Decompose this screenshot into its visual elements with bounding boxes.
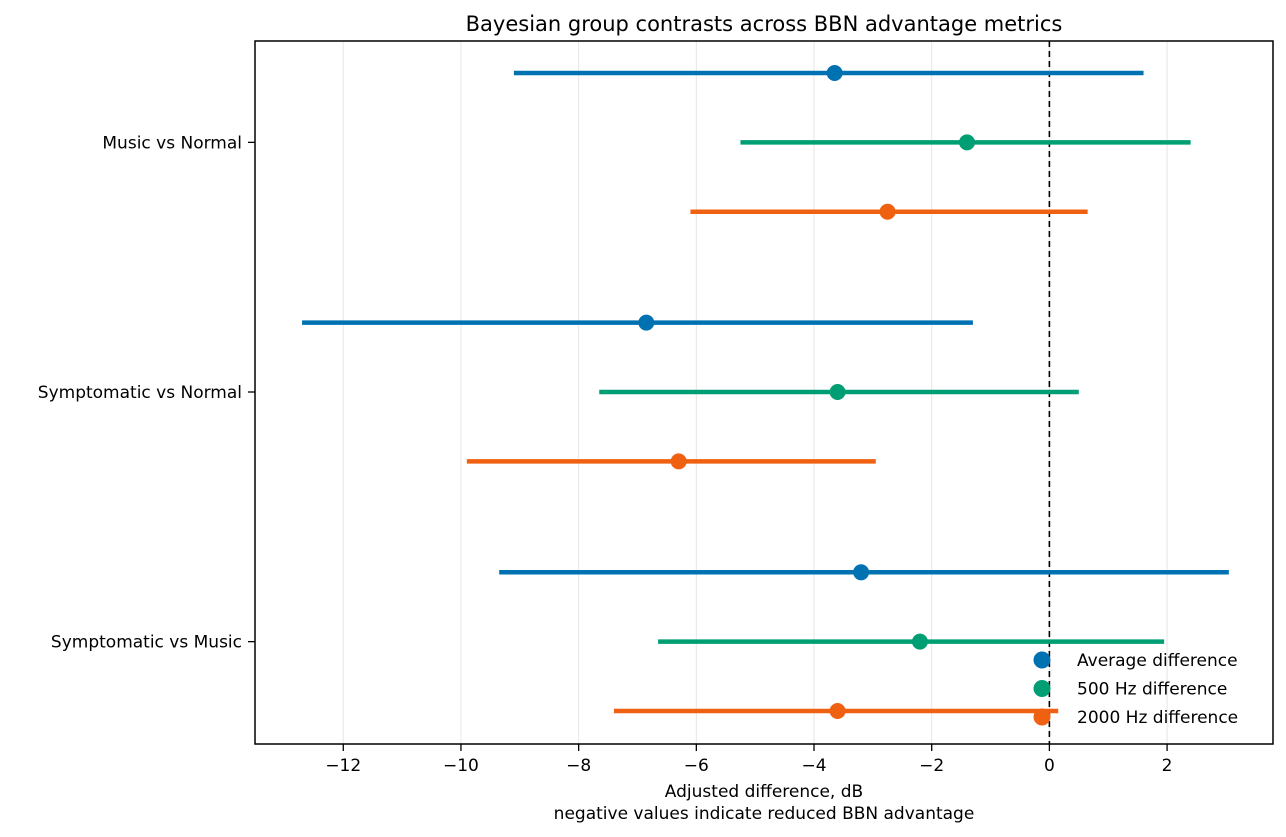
point-estimate <box>638 314 655 331</box>
chart-title: Bayesian group contrasts across BBN adva… <box>466 12 1063 36</box>
x-tick-label: −10 <box>443 756 479 776</box>
y-tick-label: Music vs Normal <box>102 133 242 153</box>
legend-marker <box>1033 708 1051 726</box>
point-estimate <box>879 203 896 220</box>
x-tick-label: −2 <box>919 756 944 776</box>
x-tick-label: −8 <box>566 756 591 776</box>
point-estimate <box>826 65 843 81</box>
point-estimate <box>829 384 846 400</box>
legend-marker <box>1033 651 1051 669</box>
legend-label: 2000 Hz difference <box>1077 708 1238 728</box>
legend-marker <box>1033 680 1051 697</box>
x-tick-label: −4 <box>801 756 826 776</box>
series-layer <box>302 65 1229 719</box>
point-estimate <box>959 134 976 151</box>
point-estimate <box>911 633 928 650</box>
x-tick-label: −12 <box>325 756 361 776</box>
legend: Average difference 500 Hz difference 2000 … <box>1033 651 1238 728</box>
x-axis-label: Adjusted difference, dB <box>665 782 863 802</box>
x-tick-label: −6 <box>684 756 709 776</box>
y-tick-label: Symptomatic vs Normal <box>38 383 242 403</box>
point-estimate <box>829 703 846 719</box>
point-estimate <box>670 453 687 470</box>
x-axis-sublabel: negative values indicate reduced BBN adv… <box>554 804 975 824</box>
x-tick-label: 2 <box>1162 756 1173 776</box>
point-estimate <box>853 564 870 581</box>
x-axis: −12 −10 −8 −6 −4 −2 0 2 <box>325 744 1172 776</box>
legend-label: Average difference <box>1077 651 1238 671</box>
x-tick-label: 0 <box>1044 756 1055 776</box>
y-tick-label: Symptomatic vs Music <box>51 633 242 653</box>
legend-label: 500 Hz difference <box>1077 680 1227 700</box>
y-axis: Music vs Normal Symptomatic vs Normal Symp… <box>38 133 255 653</box>
